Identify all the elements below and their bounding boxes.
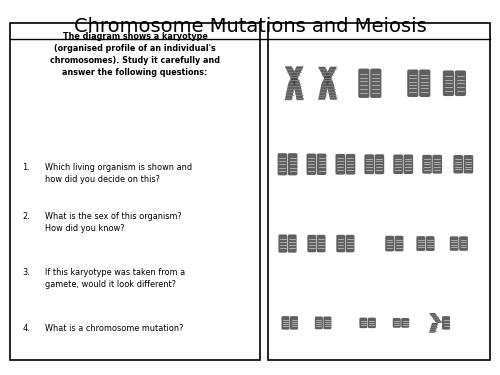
FancyBboxPatch shape bbox=[346, 154, 356, 175]
FancyBboxPatch shape bbox=[268, 22, 490, 360]
FancyBboxPatch shape bbox=[288, 234, 296, 253]
FancyBboxPatch shape bbox=[394, 154, 403, 174]
Text: 1.: 1. bbox=[22, 163, 30, 172]
FancyBboxPatch shape bbox=[442, 316, 450, 330]
FancyBboxPatch shape bbox=[288, 153, 298, 176]
Polygon shape bbox=[429, 313, 442, 323]
FancyBboxPatch shape bbox=[308, 235, 316, 252]
Text: Which living organism is shown and
how did you decide on this?: Which living organism is shown and how d… bbox=[45, 163, 192, 184]
FancyBboxPatch shape bbox=[455, 70, 466, 96]
FancyBboxPatch shape bbox=[290, 316, 298, 330]
FancyBboxPatch shape bbox=[416, 236, 425, 251]
Polygon shape bbox=[326, 83, 337, 100]
Text: Chromosome Mutations and Meiosis: Chromosome Mutations and Meiosis bbox=[74, 17, 426, 36]
FancyBboxPatch shape bbox=[374, 154, 384, 174]
FancyBboxPatch shape bbox=[358, 69, 370, 98]
FancyBboxPatch shape bbox=[278, 153, 287, 176]
FancyBboxPatch shape bbox=[346, 235, 354, 252]
FancyBboxPatch shape bbox=[464, 155, 473, 174]
FancyBboxPatch shape bbox=[10, 22, 260, 360]
FancyBboxPatch shape bbox=[404, 154, 413, 174]
FancyBboxPatch shape bbox=[401, 318, 409, 328]
FancyBboxPatch shape bbox=[306, 153, 316, 175]
Text: If this karyotype was taken from a
gamete, would it look different?: If this karyotype was taken from a gamet… bbox=[45, 268, 185, 289]
FancyBboxPatch shape bbox=[450, 236, 458, 251]
FancyBboxPatch shape bbox=[459, 236, 468, 251]
FancyBboxPatch shape bbox=[394, 236, 404, 251]
FancyBboxPatch shape bbox=[443, 70, 454, 96]
Polygon shape bbox=[288, 66, 304, 83]
FancyBboxPatch shape bbox=[278, 234, 287, 253]
Text: The diagram shows a karyotype
(organised profile of an individual's
chromosomes): The diagram shows a karyotype (organised… bbox=[50, 32, 220, 77]
FancyBboxPatch shape bbox=[324, 316, 332, 329]
FancyBboxPatch shape bbox=[370, 69, 382, 98]
FancyBboxPatch shape bbox=[316, 235, 326, 252]
FancyBboxPatch shape bbox=[393, 318, 401, 328]
Polygon shape bbox=[429, 323, 438, 333]
FancyBboxPatch shape bbox=[317, 153, 326, 175]
Polygon shape bbox=[285, 83, 295, 100]
FancyBboxPatch shape bbox=[282, 316, 290, 330]
FancyBboxPatch shape bbox=[454, 155, 463, 174]
Polygon shape bbox=[318, 83, 328, 100]
FancyBboxPatch shape bbox=[315, 316, 323, 329]
Text: 4.: 4. bbox=[22, 324, 30, 333]
FancyBboxPatch shape bbox=[422, 155, 432, 174]
FancyBboxPatch shape bbox=[386, 236, 394, 251]
FancyBboxPatch shape bbox=[426, 236, 434, 251]
FancyBboxPatch shape bbox=[432, 155, 442, 174]
Text: What is a chromosome mutation?: What is a chromosome mutation? bbox=[45, 324, 184, 333]
Polygon shape bbox=[318, 67, 334, 83]
Text: What is the sex of this organism?
How did you know?: What is the sex of this organism? How di… bbox=[45, 212, 182, 233]
Polygon shape bbox=[285, 66, 300, 83]
FancyBboxPatch shape bbox=[364, 154, 374, 174]
Text: 2.: 2. bbox=[22, 212, 30, 221]
Polygon shape bbox=[322, 67, 337, 83]
FancyBboxPatch shape bbox=[360, 318, 368, 328]
FancyBboxPatch shape bbox=[336, 235, 345, 252]
Text: 3.: 3. bbox=[22, 268, 30, 277]
FancyBboxPatch shape bbox=[336, 154, 345, 175]
FancyBboxPatch shape bbox=[368, 318, 376, 328]
FancyBboxPatch shape bbox=[419, 69, 430, 97]
FancyBboxPatch shape bbox=[408, 69, 418, 97]
Polygon shape bbox=[293, 83, 304, 100]
